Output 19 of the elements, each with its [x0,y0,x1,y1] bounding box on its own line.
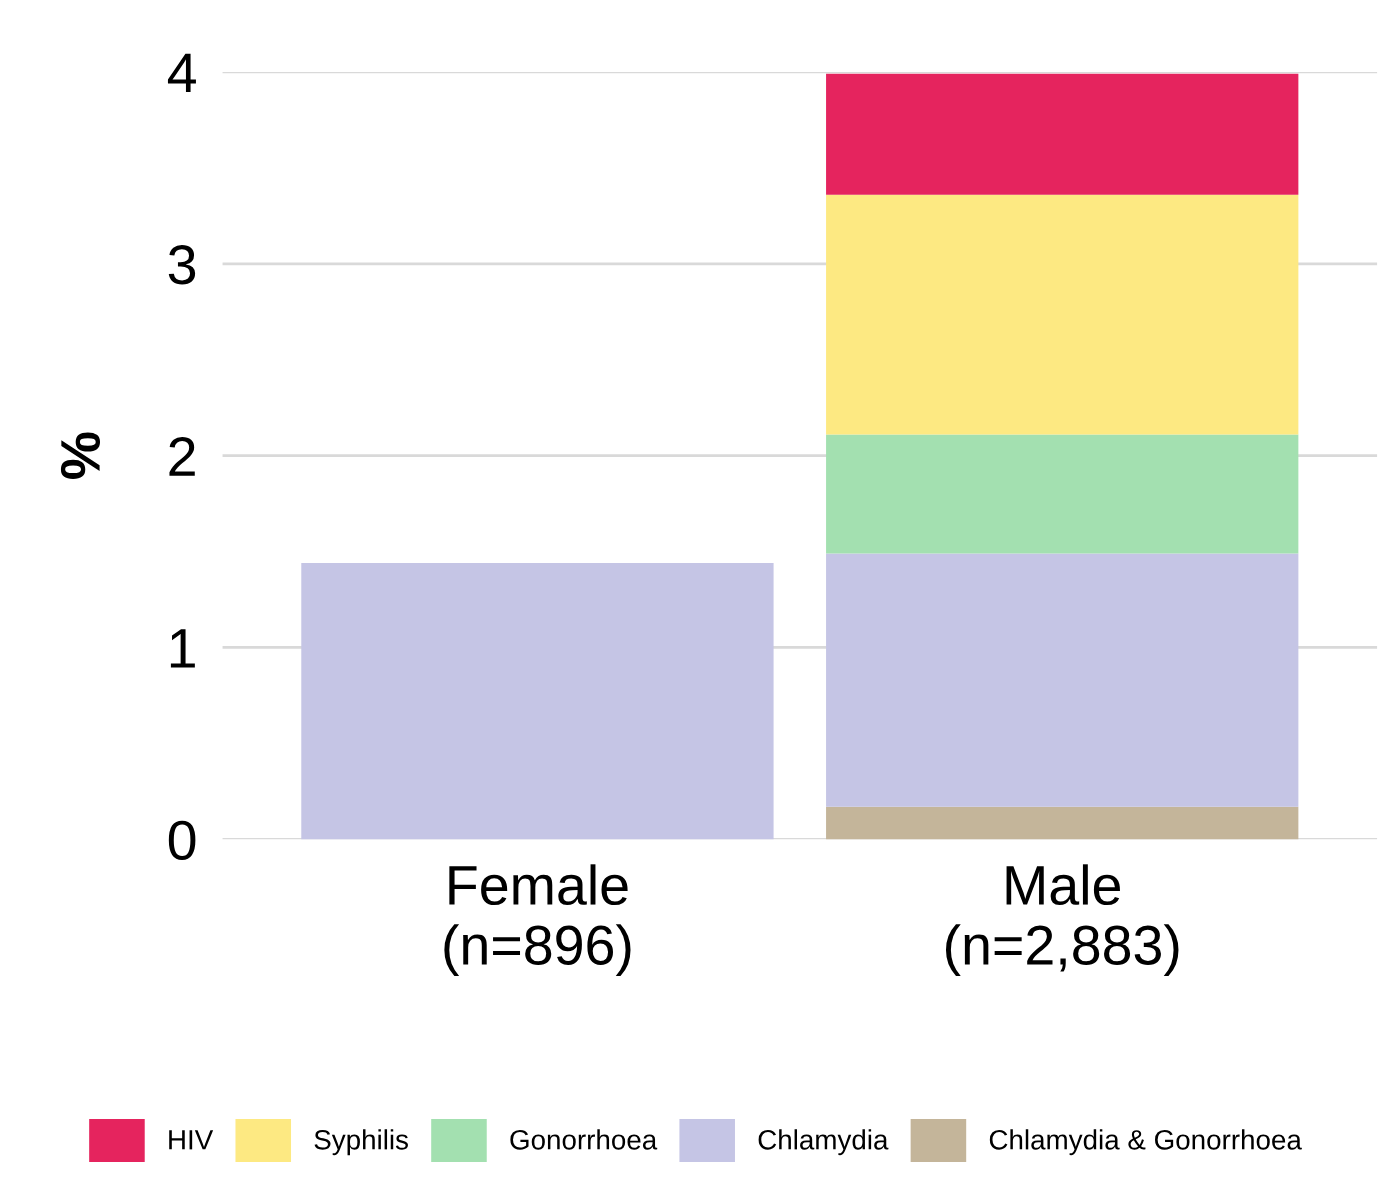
legend-label: Syphilis [314,1129,408,1156]
bar [826,553,1299,807]
bar [826,194,1299,435]
y-tick-label: 4 [167,53,196,93]
legend-label: Chlamydia [758,1129,889,1156]
legend-label: HIV [169,1130,214,1150]
y-axis-title: % [60,432,101,479]
legend-label: Chlamydia & Gonorrhoea [989,1129,1302,1156]
bar [826,434,1299,554]
y-tick-label: 0 [168,820,196,860]
x-tick-label: Male (n=2,883) [945,864,1179,976]
x-tick-label: Female (n=896) [444,864,631,976]
y-tick-label: 1 [170,629,195,668]
legend-label: Gonorrhoea [510,1129,658,1150]
y-tick-label: 2 [169,436,195,476]
bar [826,73,1299,195]
bar [301,563,774,840]
bar [826,806,1299,840]
y-tick-label: 3 [168,245,196,285]
